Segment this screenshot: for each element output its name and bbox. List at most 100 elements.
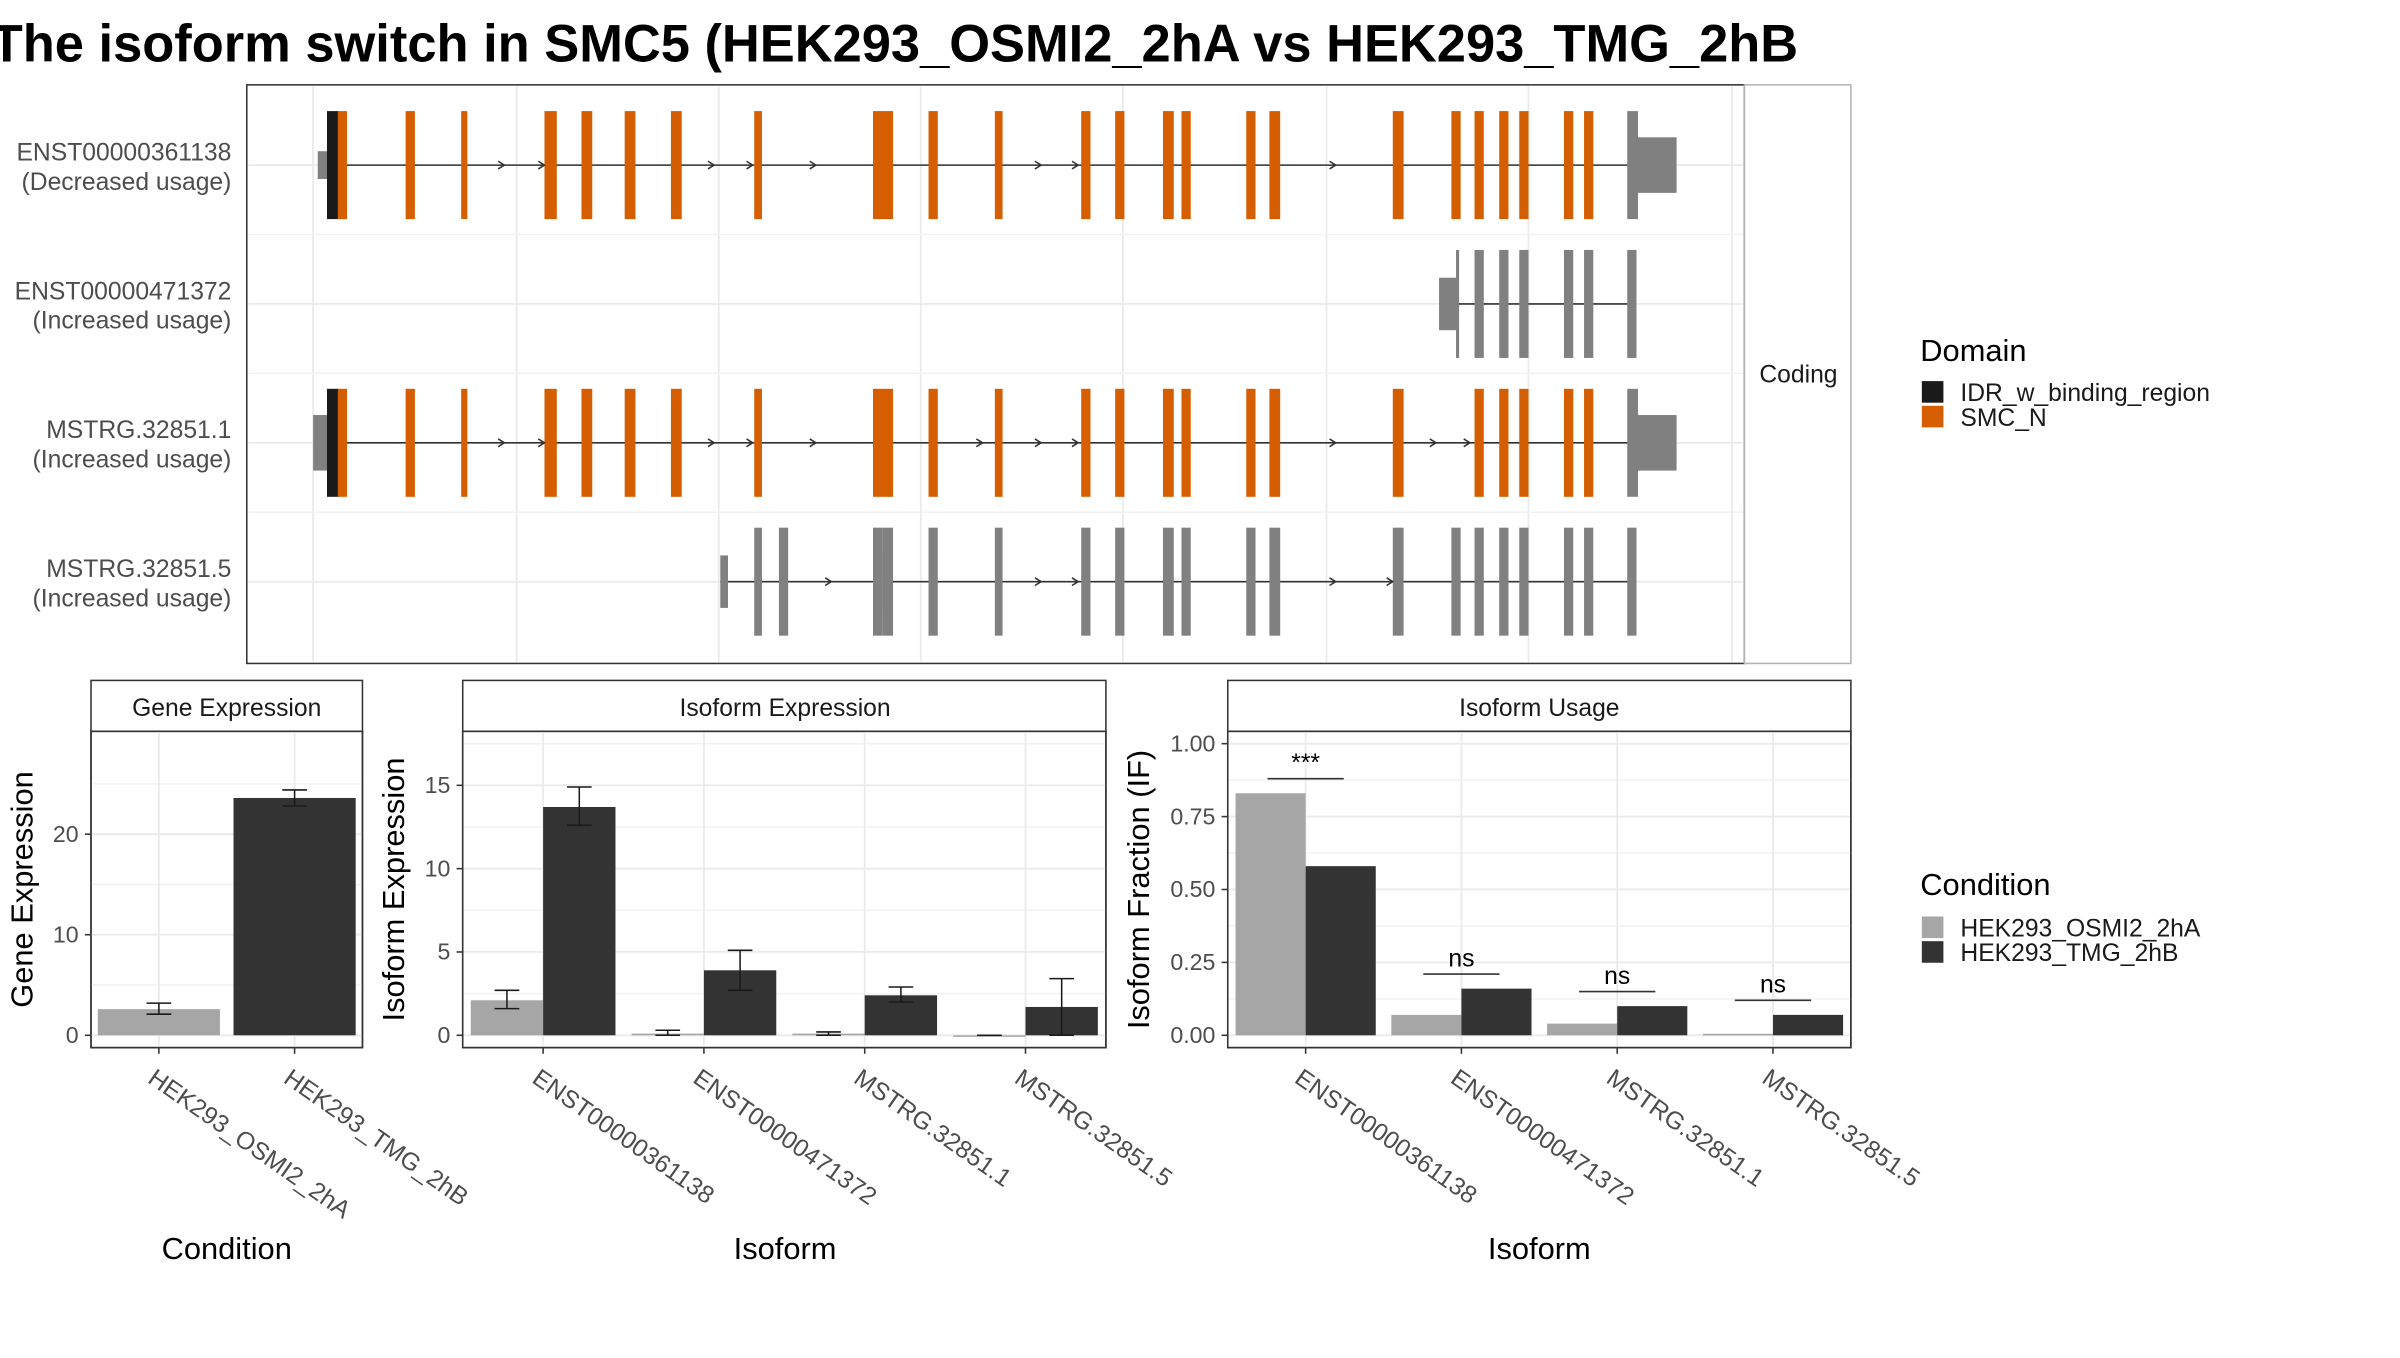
smc-domain-exon: [928, 111, 938, 220]
panel-title: Isoform Expression: [680, 695, 891, 722]
strand-arrow: [1071, 577, 1080, 587]
smc-domain-exon: [1246, 111, 1256, 220]
structure-tracks: [313, 111, 1677, 636]
smc-domain-exon: [1181, 388, 1191, 497]
smc-domain-exon: [1499, 388, 1509, 497]
exon: [778, 527, 789, 636]
smc-domain-exon: [928, 388, 938, 497]
smc-domain-exon: [337, 388, 348, 497]
idr-domain-exon: [326, 388, 340, 497]
exon: [1456, 249, 1460, 358]
x-axis-label: Isoform: [734, 1231, 837, 1266]
y-tick-label: 0.75: [1170, 803, 1215, 829]
y-tick-label: 5: [438, 939, 451, 965]
isoform-row-label-id: MSTRG.32851.5: [46, 556, 231, 583]
exon: [1474, 249, 1484, 358]
exon: [1246, 527, 1256, 636]
domain-legend-swatch-idr: [1921, 381, 1944, 403]
y-tick-label: 10: [53, 921, 79, 947]
smc-domain-exon: [1474, 388, 1484, 497]
panel-strip: [90, 679, 364, 733]
smc-domain-exon: [1451, 111, 1461, 220]
chart-panel-2: Isoform Usage 0.00 0.25 0.50 0.75 1.00 Isoform…: [1121, 679, 1924, 1266]
strand-arrow: [1329, 438, 1338, 448]
y-axis-label: Gene Expression: [4, 771, 39, 1008]
exon: [1451, 527, 1461, 636]
smc-domain-exon: [872, 388, 894, 497]
exon: [1563, 527, 1574, 636]
utr-exon: [1627, 249, 1637, 358]
y-axis-label: Isoform Expression: [376, 757, 411, 1021]
x-tick-label: MSTRG.32851.1: [849, 1064, 1016, 1192]
strand-arrow: [1034, 577, 1043, 587]
y-tick-label: 20: [53, 821, 79, 847]
strand-arrow: [497, 438, 506, 448]
smc-domain-exon: [994, 111, 1003, 220]
idr-domain-exon: [326, 111, 340, 220]
bar: [1617, 1006, 1688, 1036]
strand-arrow: [1429, 438, 1438, 448]
strand-arrow: [497, 160, 506, 170]
strand-arrow: [824, 577, 833, 587]
significance-label: ns: [1448, 945, 1474, 972]
condition-legend-title: Condition: [1920, 867, 2050, 902]
exon: [1499, 527, 1509, 636]
figure-title: The isoform switch in SMC5 (HEK293_OSMI2…: [0, 16, 1798, 74]
strand-arrow: [746, 160, 755, 170]
smc-domain-exon: [461, 388, 468, 497]
condition-legend-swatch-b: [1921, 941, 1944, 963]
smc-domain-exon: [1162, 388, 1174, 497]
bar: [1305, 866, 1376, 1036]
strand-arrow: [1329, 160, 1338, 170]
strand-arrow: [809, 438, 818, 448]
isoform-row-label-id: ENST00000361138: [16, 139, 231, 166]
smc-domain-exon: [754, 388, 762, 497]
smc-domain-exon: [1162, 111, 1174, 220]
utr-exon: [1627, 388, 1639, 497]
smc-domain-exon: [1269, 111, 1281, 220]
strand-arrow: [1034, 438, 1043, 448]
smc-domain-exon: [1269, 388, 1281, 497]
smc-domain-exon: [405, 111, 415, 220]
smc-domain-exon: [1519, 388, 1529, 497]
utr-exon: [720, 555, 729, 608]
bar-panels: Gene Expression 0 10 20 Gene Expression Condi…: [4, 679, 1924, 1266]
domain-legend-label-smc: SMC_N: [1960, 405, 2046, 432]
bar: [1702, 1033, 1773, 1036]
strand-arrow: [809, 160, 818, 170]
exon: [1499, 249, 1509, 358]
bar: [1461, 988, 1532, 1036]
isoform-row-label-usage: (Increased usage): [33, 585, 232, 612]
utr-exon: [1627, 527, 1637, 636]
utr-exon: [1627, 111, 1639, 220]
smc-domain-exon: [1499, 111, 1509, 220]
smc-domain-exon: [461, 111, 468, 220]
y-tick-label: 15: [425, 772, 451, 798]
exon: [1584, 249, 1594, 358]
smc-domain-exon: [624, 388, 636, 497]
exon: [1474, 527, 1484, 636]
panel-border-top: [90, 730, 364, 1049]
utr-exon: [313, 415, 329, 471]
isoform-row-label-usage: (Increased usage): [33, 308, 232, 335]
x-axis-label: Condition: [162, 1231, 292, 1266]
exon: [1081, 527, 1091, 636]
smc-domain-exon: [1392, 111, 1404, 220]
bar: [953, 1035, 1026, 1037]
utr-exon: [1634, 415, 1677, 471]
condition-legend-label-a: HEK293_OSMI2_2hA: [1960, 916, 2201, 943]
smc-domain-exon: [1181, 111, 1191, 220]
panel-title: Isoform Usage: [1459, 695, 1619, 722]
strand-arrow: [975, 438, 984, 448]
strand-arrow: [707, 438, 716, 448]
significance-label: ***: [1291, 750, 1320, 777]
chart-panel-1: Isoform Expression 0 5 10 15 Isoform Expressi…: [376, 679, 1177, 1266]
exon: [1162, 527, 1174, 636]
smc-domain-exon: [1584, 111, 1594, 220]
smc-domain-exon: [872, 111, 894, 220]
isoform-structure-panel: Coding ENST00000361138(Decreased usage)E…: [15, 84, 1852, 665]
exon: [882, 527, 894, 636]
isoform-row-label-id: MSTRG.32851.1: [46, 417, 231, 444]
significance-label: ns: [1604, 963, 1630, 990]
